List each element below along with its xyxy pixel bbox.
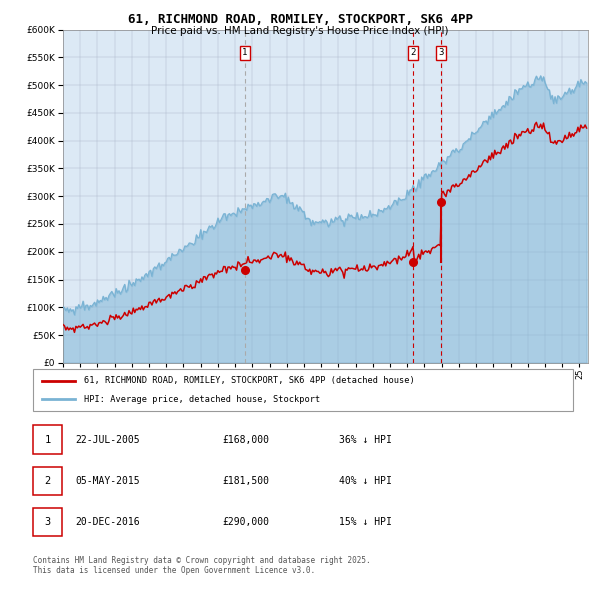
Text: £181,500: £181,500 — [222, 476, 269, 486]
Text: 3: 3 — [439, 48, 444, 57]
Text: 61, RICHMOND ROAD, ROMILEY, STOCKPORT, SK6 4PP: 61, RICHMOND ROAD, ROMILEY, STOCKPORT, S… — [128, 13, 473, 26]
Text: 22-JUL-2005: 22-JUL-2005 — [75, 435, 140, 444]
Text: 15% ↓ HPI: 15% ↓ HPI — [339, 517, 392, 527]
Text: 61, RICHMOND ROAD, ROMILEY, STOCKPORT, SK6 4PP (detached house): 61, RICHMOND ROAD, ROMILEY, STOCKPORT, S… — [84, 376, 415, 385]
Text: 40% ↓ HPI: 40% ↓ HPI — [339, 476, 392, 486]
Text: Contains HM Land Registry data © Crown copyright and database right 2025.
This d: Contains HM Land Registry data © Crown c… — [33, 556, 371, 575]
Text: 2: 2 — [410, 48, 416, 57]
Text: £290,000: £290,000 — [222, 517, 269, 527]
Text: HPI: Average price, detached house, Stockport: HPI: Average price, detached house, Stoc… — [84, 395, 320, 404]
Text: 36% ↓ HPI: 36% ↓ HPI — [339, 435, 392, 444]
Text: Price paid vs. HM Land Registry's House Price Index (HPI): Price paid vs. HM Land Registry's House … — [151, 26, 449, 36]
Text: £168,000: £168,000 — [222, 435, 269, 444]
Text: 3: 3 — [44, 517, 50, 527]
Text: 05-MAY-2015: 05-MAY-2015 — [75, 476, 140, 486]
Text: 20-DEC-2016: 20-DEC-2016 — [75, 517, 140, 527]
Text: 1: 1 — [44, 435, 50, 444]
Text: 2: 2 — [44, 476, 50, 486]
Text: 1: 1 — [242, 48, 247, 57]
